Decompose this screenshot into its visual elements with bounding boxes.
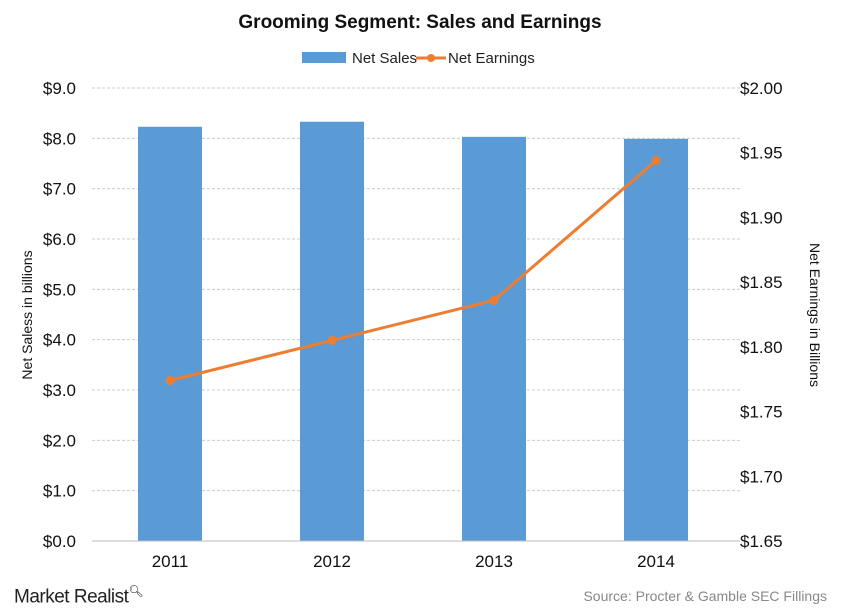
y-tick-label: $1.0 — [43, 482, 76, 501]
y2-tick-label: $1.90 — [740, 208, 783, 227]
legend-label-net-sales: Net Sales — [352, 50, 417, 67]
x-tick-label: 2012 — [313, 552, 351, 571]
line-net-earnings — [169, 159, 657, 382]
chart: Grooming Segment: Sales and Earnings Net… — [19, 12, 823, 571]
y-tick-label: $8.0 — [43, 129, 76, 148]
y2-tick-label: $1.95 — [740, 144, 783, 163]
y-tick-label: $2.0 — [43, 431, 76, 450]
y-tick-label: $6.0 — [43, 230, 76, 249]
x-tick-label: 2013 — [475, 552, 513, 571]
y2-tick-label: $1.65 — [740, 532, 783, 551]
y2-tick-label: $1.70 — [740, 467, 783, 486]
y2-tick-label: $2.00 — [740, 79, 783, 98]
y2-tick-label: $1.80 — [740, 338, 783, 357]
legend: Net Sales Net Earnings — [302, 50, 535, 67]
brand-text: Market Realist — [14, 586, 129, 608]
magnifier-icon: 🔍︎ — [128, 584, 144, 598]
y-tick-label: $3.0 — [43, 381, 76, 400]
y-tick-label: $9.0 — [43, 79, 76, 98]
legend-label-net-earnings: Net Earnings — [448, 50, 535, 67]
y2-axis-label: Net Earnings in Billions — [807, 243, 823, 387]
point-net-earnings — [489, 295, 499, 305]
y2-tick-label: $1.75 — [740, 403, 783, 422]
y-tick-label: $5.0 — [43, 280, 76, 299]
y-axis-label: Net Saless in billions — [19, 250, 35, 379]
bar-net-sales — [138, 126, 202, 542]
bar-net-sales — [300, 121, 364, 542]
point-net-earnings — [327, 335, 337, 345]
y-tick-label: $0.0 — [43, 532, 76, 551]
point-net-earnings — [651, 155, 661, 165]
brand-logo: Market Realist🔍︎ — [14, 584, 144, 608]
point-net-earnings — [165, 376, 175, 386]
legend-marker-net-earnings — [427, 54, 435, 62]
source-note: Source: Procter & Gamble SEC Fillings — [583, 588, 827, 604]
bar-net-sales — [462, 136, 526, 541]
x-tick-label: 2011 — [152, 552, 189, 571]
x-tick-label: 2014 — [637, 552, 675, 571]
legend-swatch-net-sales — [302, 52, 346, 63]
bar-net-sales — [624, 138, 688, 541]
y-tick-label: $4.0 — [43, 331, 76, 350]
y2-tick-label: $1.85 — [740, 273, 783, 292]
y-tick-label: $7.0 — [43, 180, 76, 199]
chart-title: Grooming Segment: Sales and Earnings — [238, 12, 601, 33]
